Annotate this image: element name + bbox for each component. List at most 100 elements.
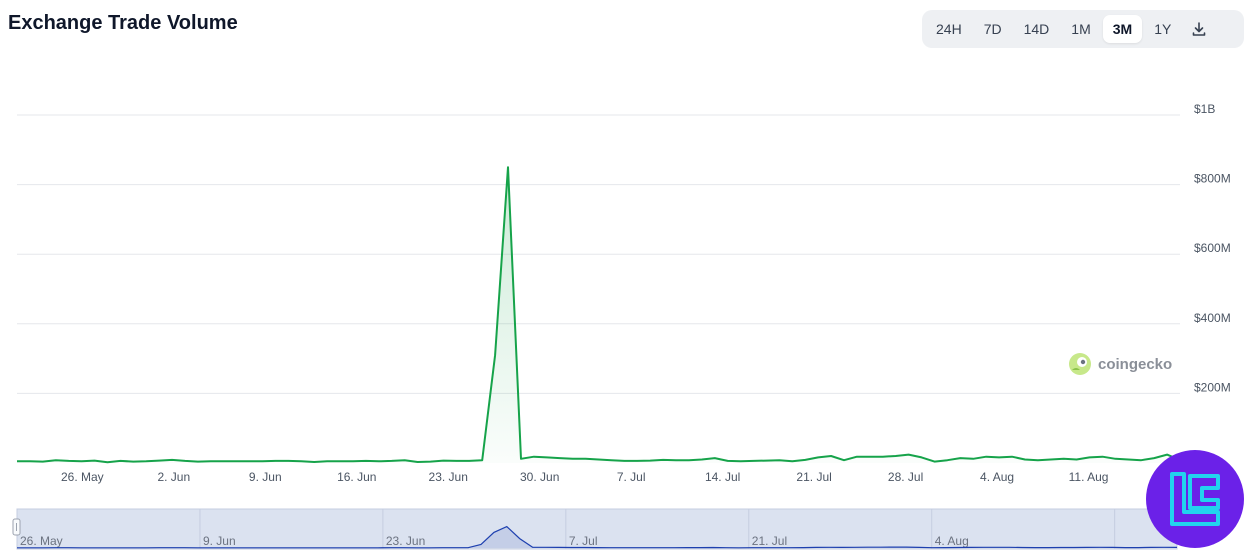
- data-point: [377, 459, 381, 463]
- x-tick-label: 23. Jun: [429, 470, 468, 484]
- data-point: [597, 458, 601, 462]
- data-point: [1023, 458, 1027, 462]
- data-point: [661, 458, 665, 462]
- x-tick-label: 21. Jul: [796, 470, 831, 484]
- y-tick-label: $800M: [1194, 172, 1231, 186]
- data-point: [558, 456, 562, 460]
- download-icon: [1193, 22, 1206, 36]
- navigator-selection[interactable]: [16, 508, 1178, 550]
- data-point: [945, 458, 949, 462]
- data-point: [67, 459, 71, 463]
- data-point: [467, 459, 471, 463]
- data-point: [157, 459, 161, 463]
- data-point: [648, 459, 652, 463]
- data-point: [1100, 455, 1104, 459]
- x-tick-label: 16. Jun: [337, 470, 376, 484]
- data-point: [984, 455, 988, 459]
- data-point: [726, 459, 730, 463]
- y-axis-ticks: $200M $400M $600M $800M $1B: [1194, 102, 1231, 394]
- data-point: [790, 459, 794, 463]
- data-point: [894, 454, 898, 458]
- data-point: [764, 459, 768, 463]
- data-point: [41, 460, 45, 464]
- gecko-icon: [1069, 353, 1091, 375]
- range-navigator[interactable]: 26. May 9. Jun 23. Jun 7. Jul 21. Jul 4. Aug: [0, 500, 1255, 560]
- data-point: [209, 459, 213, 463]
- data-point: [118, 459, 122, 463]
- data-point: [622, 459, 626, 463]
- data-point: [997, 455, 1001, 459]
- data-point: [429, 460, 433, 464]
- x-tick-label: 9. Jun: [249, 470, 282, 484]
- range-button-1y[interactable]: 1Y: [1144, 15, 1181, 43]
- x-tick-label: 26. May: [61, 470, 104, 484]
- y-tick-label: $600M: [1194, 241, 1231, 255]
- data-point: [687, 458, 691, 462]
- data-point: [674, 458, 678, 462]
- data-point: [351, 459, 355, 463]
- data-point: [1165, 453, 1169, 457]
- volume-chart[interactable]: $200M $400M $600M $800M $1B 26. May 2. Jun 9. …: [0, 60, 1255, 490]
- volume-line: [17, 166, 1181, 464]
- data-point: [1049, 458, 1053, 462]
- data-point: [170, 458, 174, 462]
- range-button-3m[interactable]: 3M: [1102, 15, 1143, 43]
- y-tick-label: $200M: [1194, 380, 1231, 394]
- data-point: [609, 458, 613, 462]
- watermark-text: coingecko: [1098, 355, 1173, 373]
- coingecko-watermark: coingecko: [1068, 352, 1172, 376]
- data-point: [803, 458, 807, 462]
- data-point: [713, 456, 717, 460]
- chart-title: Exchange Trade Volume: [8, 12, 238, 34]
- data-point: [54, 458, 58, 462]
- data-point: [325, 459, 329, 463]
- data-point: [777, 458, 781, 462]
- data-point: [480, 458, 484, 462]
- range-button-24h[interactable]: 24H: [926, 15, 972, 43]
- navigator-tick-label: 23. Jun: [386, 534, 425, 548]
- data-point: [700, 458, 704, 462]
- navigator-tick-label: 9. Jun: [203, 534, 236, 548]
- data-point: [1126, 458, 1130, 462]
- range-button-14d[interactable]: 14D: [1014, 15, 1060, 43]
- x-axis-ticks: 26. May 2. Jun 9. Jun 16. Jun 23. Jun 30. Jun…: [61, 470, 1108, 484]
- data-point: [312, 460, 316, 464]
- data-point: [584, 457, 588, 461]
- volume-area: [17, 167, 1180, 463]
- data-point: [1036, 458, 1040, 462]
- x-tick-label: 14. Jul: [705, 470, 740, 484]
- data-point: [286, 459, 290, 463]
- data-point: [248, 459, 252, 463]
- data-point: [299, 459, 303, 463]
- data-point: [1152, 456, 1156, 460]
- data-point: [390, 459, 394, 463]
- data-point: [338, 459, 342, 463]
- data-point: [196, 460, 200, 464]
- data-point: [105, 460, 109, 464]
- brand-logo-badge: [1146, 450, 1244, 548]
- data-point: [907, 453, 911, 457]
- data-point: [816, 455, 820, 459]
- data-point: [1062, 457, 1066, 461]
- navigator-tick-label: 7. Jul: [569, 534, 598, 548]
- data-point: [80, 459, 84, 463]
- data-point: [183, 459, 187, 463]
- data-point: [971, 457, 975, 461]
- data-point: [93, 459, 97, 463]
- data-point: [571, 457, 575, 461]
- x-tick-label: 30. Jun: [520, 470, 559, 484]
- data-point: [545, 455, 549, 459]
- brand-logo-icon: [1170, 472, 1220, 526]
- download-button[interactable]: [1183, 15, 1215, 43]
- data-point: [868, 455, 872, 459]
- range-button-7d[interactable]: 7D: [974, 15, 1012, 43]
- data-point: [506, 165, 510, 169]
- range-button-1m[interactable]: 1M: [1061, 15, 1100, 43]
- data-point: [131, 460, 135, 464]
- x-tick-label: 28. Jul: [888, 470, 923, 484]
- data-point: [144, 459, 148, 463]
- data-point: [273, 459, 277, 463]
- data-point: [1139, 458, 1143, 462]
- data-point: [855, 455, 859, 459]
- data-point: [958, 456, 962, 460]
